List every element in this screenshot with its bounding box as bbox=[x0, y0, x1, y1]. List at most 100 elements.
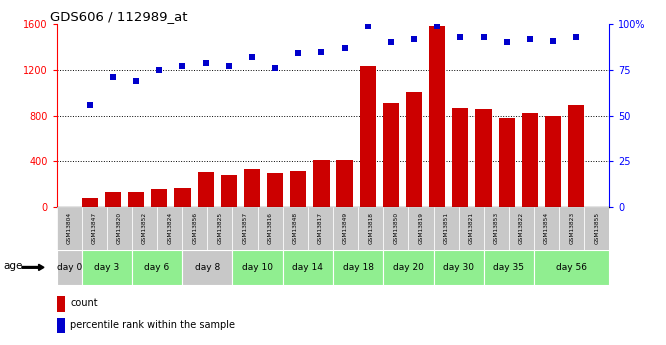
Bar bbox=[534, 207, 559, 250]
Bar bbox=[82, 250, 132, 285]
Bar bbox=[452, 108, 468, 207]
Text: GSM13804: GSM13804 bbox=[67, 211, 72, 244]
Text: GSM13852: GSM13852 bbox=[142, 211, 147, 244]
Bar bbox=[383, 103, 399, 207]
Bar bbox=[290, 171, 306, 207]
Bar bbox=[383, 250, 434, 285]
Text: GSM13817: GSM13817 bbox=[318, 212, 323, 244]
Bar bbox=[383, 207, 408, 250]
Bar bbox=[568, 105, 584, 207]
Point bbox=[386, 40, 396, 45]
Bar bbox=[406, 91, 422, 207]
Point bbox=[571, 34, 581, 40]
Text: GSM13818: GSM13818 bbox=[368, 212, 373, 244]
Bar bbox=[258, 207, 283, 250]
Text: GSM13850: GSM13850 bbox=[394, 211, 398, 244]
Point bbox=[362, 23, 373, 29]
Text: day 0: day 0 bbox=[57, 263, 82, 272]
Bar bbox=[360, 67, 376, 207]
Point bbox=[293, 51, 304, 56]
Bar bbox=[283, 250, 333, 285]
Bar bbox=[57, 318, 65, 333]
Text: day 6: day 6 bbox=[145, 263, 170, 272]
Bar bbox=[358, 207, 383, 250]
Bar bbox=[198, 171, 214, 207]
Bar bbox=[132, 207, 157, 250]
Text: day 18: day 18 bbox=[342, 263, 374, 272]
Bar bbox=[459, 207, 484, 250]
Point bbox=[409, 36, 420, 41]
Bar bbox=[157, 207, 182, 250]
Text: GSM13820: GSM13820 bbox=[117, 211, 122, 244]
Text: GSM13819: GSM13819 bbox=[418, 212, 424, 244]
Bar bbox=[476, 109, 492, 207]
Text: count: count bbox=[71, 298, 98, 308]
Bar bbox=[57, 296, 65, 312]
Text: day 56: day 56 bbox=[556, 263, 587, 272]
Bar bbox=[220, 175, 237, 207]
Bar bbox=[182, 207, 207, 250]
Text: age: age bbox=[3, 261, 23, 270]
Text: GSM13857: GSM13857 bbox=[242, 211, 248, 244]
Bar bbox=[308, 207, 333, 250]
Bar bbox=[408, 207, 434, 250]
Bar bbox=[584, 207, 609, 250]
Bar bbox=[559, 207, 584, 250]
Text: day 3: day 3 bbox=[94, 263, 119, 272]
Point bbox=[339, 45, 350, 51]
Text: GDS606 / 112989_at: GDS606 / 112989_at bbox=[50, 10, 187, 23]
Bar bbox=[499, 118, 515, 207]
Point bbox=[177, 63, 188, 69]
Bar bbox=[333, 207, 358, 250]
Bar bbox=[232, 207, 258, 250]
Text: GSM13823: GSM13823 bbox=[569, 211, 574, 244]
Point bbox=[432, 23, 442, 29]
Point bbox=[85, 102, 95, 107]
Text: GSM13855: GSM13855 bbox=[594, 211, 599, 244]
Bar bbox=[244, 169, 260, 207]
Bar bbox=[132, 250, 182, 285]
Bar bbox=[336, 160, 353, 207]
Bar bbox=[105, 192, 121, 207]
Bar bbox=[232, 250, 283, 285]
Text: GSM13821: GSM13821 bbox=[469, 212, 474, 244]
Bar bbox=[267, 173, 283, 207]
Text: day 14: day 14 bbox=[292, 263, 323, 272]
Bar bbox=[534, 250, 609, 285]
Point bbox=[270, 65, 280, 71]
Bar bbox=[283, 207, 308, 250]
Bar bbox=[509, 207, 534, 250]
Text: GSM13853: GSM13853 bbox=[494, 211, 499, 244]
Text: GSM13849: GSM13849 bbox=[343, 211, 348, 244]
Bar bbox=[429, 27, 446, 207]
Text: day 10: day 10 bbox=[242, 263, 273, 272]
Text: GSM13856: GSM13856 bbox=[192, 212, 197, 244]
Point bbox=[547, 38, 558, 43]
Text: day 30: day 30 bbox=[443, 263, 474, 272]
Bar bbox=[484, 250, 534, 285]
Bar bbox=[434, 207, 459, 250]
Point bbox=[246, 54, 257, 60]
Point bbox=[108, 75, 119, 80]
Bar bbox=[128, 191, 145, 207]
Bar bbox=[182, 250, 232, 285]
Bar bbox=[545, 116, 561, 207]
Text: GSM13822: GSM13822 bbox=[519, 211, 524, 244]
Point bbox=[501, 40, 512, 45]
Text: day 35: day 35 bbox=[494, 263, 524, 272]
Text: day 20: day 20 bbox=[393, 263, 424, 272]
Bar bbox=[313, 160, 330, 207]
Text: GSM13847: GSM13847 bbox=[92, 211, 97, 244]
Text: GSM13816: GSM13816 bbox=[268, 212, 272, 244]
Bar bbox=[434, 250, 484, 285]
Point bbox=[131, 78, 141, 83]
Point bbox=[525, 36, 535, 41]
Text: GSM13854: GSM13854 bbox=[544, 211, 549, 244]
Bar bbox=[207, 207, 232, 250]
Bar bbox=[174, 188, 190, 207]
Point bbox=[200, 60, 211, 65]
Point bbox=[154, 67, 165, 72]
Bar bbox=[107, 207, 132, 250]
Text: GSM13825: GSM13825 bbox=[217, 211, 222, 244]
Text: percentile rank within the sample: percentile rank within the sample bbox=[71, 320, 235, 330]
